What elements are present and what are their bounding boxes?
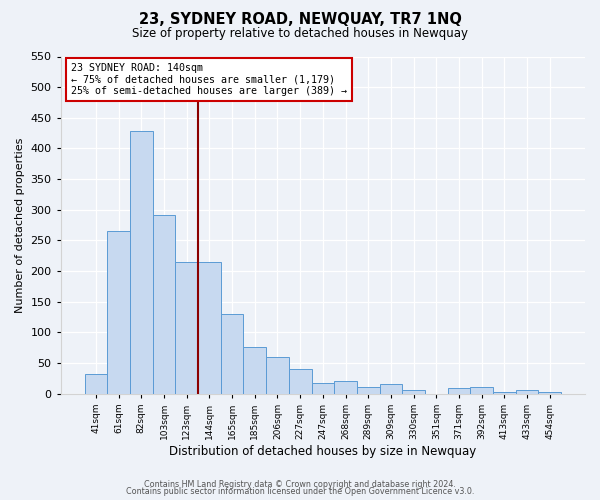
Bar	[289, 369, 311, 394]
Y-axis label: Number of detached properties: Number of detached properties	[15, 138, 25, 312]
Text: Contains public sector information licensed under the Open Government Licence v3: Contains public sector information licen…	[126, 488, 474, 496]
X-axis label: Distribution of detached houses by size in Newquay: Distribution of detached houses by size …	[169, 444, 476, 458]
Bar	[357, 387, 380, 394]
Bar	[448, 388, 470, 394]
Text: Size of property relative to detached houses in Newquay: Size of property relative to detached ho…	[132, 28, 468, 40]
Bar	[152, 215, 175, 394]
Bar	[244, 347, 266, 394]
Bar	[198, 262, 221, 394]
Text: 23 SYDNEY ROAD: 140sqm
← 75% of detached houses are smaller (1,179)
25% of semi-: 23 SYDNEY ROAD: 140sqm ← 75% of detached…	[71, 63, 347, 96]
Bar	[175, 262, 198, 394]
Bar	[107, 231, 130, 394]
Bar	[85, 374, 107, 394]
Bar	[221, 314, 244, 394]
Bar	[311, 382, 334, 394]
Bar	[516, 390, 538, 394]
Bar	[130, 132, 152, 394]
Text: Contains HM Land Registry data © Crown copyright and database right 2024.: Contains HM Land Registry data © Crown c…	[144, 480, 456, 489]
Bar	[538, 392, 561, 394]
Bar	[470, 388, 493, 394]
Bar	[380, 384, 402, 394]
Bar	[402, 390, 425, 394]
Bar	[334, 380, 357, 394]
Text: 23, SYDNEY ROAD, NEWQUAY, TR7 1NQ: 23, SYDNEY ROAD, NEWQUAY, TR7 1NQ	[139, 12, 461, 28]
Bar	[266, 358, 289, 394]
Bar	[493, 392, 516, 394]
